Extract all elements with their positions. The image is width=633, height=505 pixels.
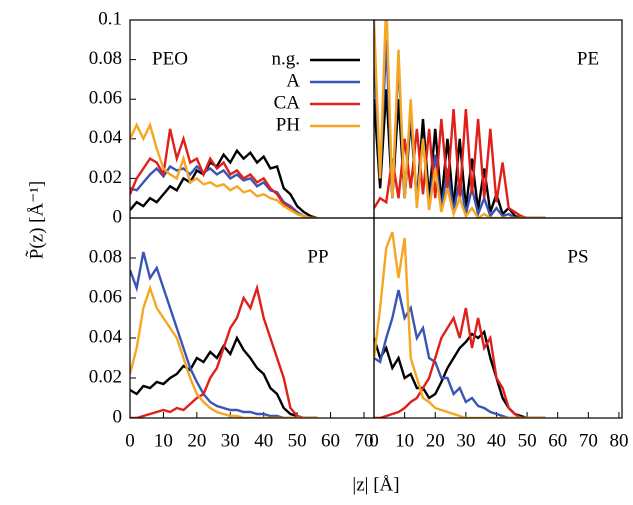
panel-frame	[129, 217, 375, 419]
y-tick-label: 0	[113, 206, 123, 227]
x-tick-label: 10	[154, 430, 173, 451]
series-line	[130, 283, 318, 418]
x-axis-label: |z| [Å]	[352, 474, 399, 495]
y-tick-label: 0.08	[89, 48, 122, 69]
panel-frame	[373, 217, 623, 419]
y-tick-label: 0.06	[89, 88, 122, 109]
legend-label: A	[286, 70, 300, 91]
x-tick-label: 60	[548, 430, 567, 451]
x-tick-label: 50	[288, 430, 307, 451]
plot-area	[130, 251, 318, 418]
series-line	[130, 128, 318, 218]
series-line	[374, 20, 546, 218]
series-line	[130, 164, 318, 218]
panel-title: PP	[307, 246, 328, 267]
legend-label: CA	[274, 92, 301, 113]
x-tick-label: 80	[609, 430, 628, 451]
panel-title: PEO	[152, 48, 188, 69]
x-tick-label: 40	[487, 430, 506, 451]
plot-area	[374, 231, 546, 418]
series-line	[374, 307, 546, 418]
x-tick-label: 20	[426, 430, 445, 451]
x-tick-label: 20	[187, 430, 206, 451]
legend-label: n.g.	[272, 48, 301, 69]
y-tick-label: 0.02	[89, 167, 122, 188]
series-line	[130, 121, 318, 218]
x-tick-label: 0	[125, 430, 135, 451]
plot-area	[374, 20, 546, 218]
y-tick-label: 0.08	[89, 246, 122, 267]
y-tick-label: 0.02	[89, 366, 122, 387]
y-tick-label: 0	[113, 406, 123, 427]
panel-title: PS	[567, 246, 588, 267]
legend-label: PH	[276, 114, 301, 135]
x-tick-label: 30	[456, 430, 475, 451]
y-axis-label: P̃(z) [Å⁻¹]	[25, 181, 48, 260]
y-tick-label: 0.04	[89, 127, 123, 148]
x-tick-label: 30	[221, 430, 240, 451]
panel-title: PE	[577, 48, 599, 69]
y-tick-label: 0.1	[98, 8, 122, 29]
series-line	[130, 251, 318, 418]
y-tick-label: 0.06	[89, 286, 122, 307]
x-tick-label: 70	[354, 430, 373, 451]
series-line	[374, 329, 546, 418]
x-tick-label: 40	[254, 430, 273, 451]
x-tick-label: 60	[321, 430, 340, 451]
x-tick-label: 70	[579, 430, 598, 451]
x-tick-label: 0	[369, 430, 379, 451]
x-tick-label: 10	[395, 430, 414, 451]
series-line	[130, 148, 318, 218]
plot-area	[130, 121, 318, 218]
series-line	[374, 289, 546, 418]
x-tick-label: 50	[518, 430, 537, 451]
series-line	[374, 231, 546, 418]
y-tick-label: 0.04	[89, 326, 123, 347]
series-line	[130, 284, 318, 418]
